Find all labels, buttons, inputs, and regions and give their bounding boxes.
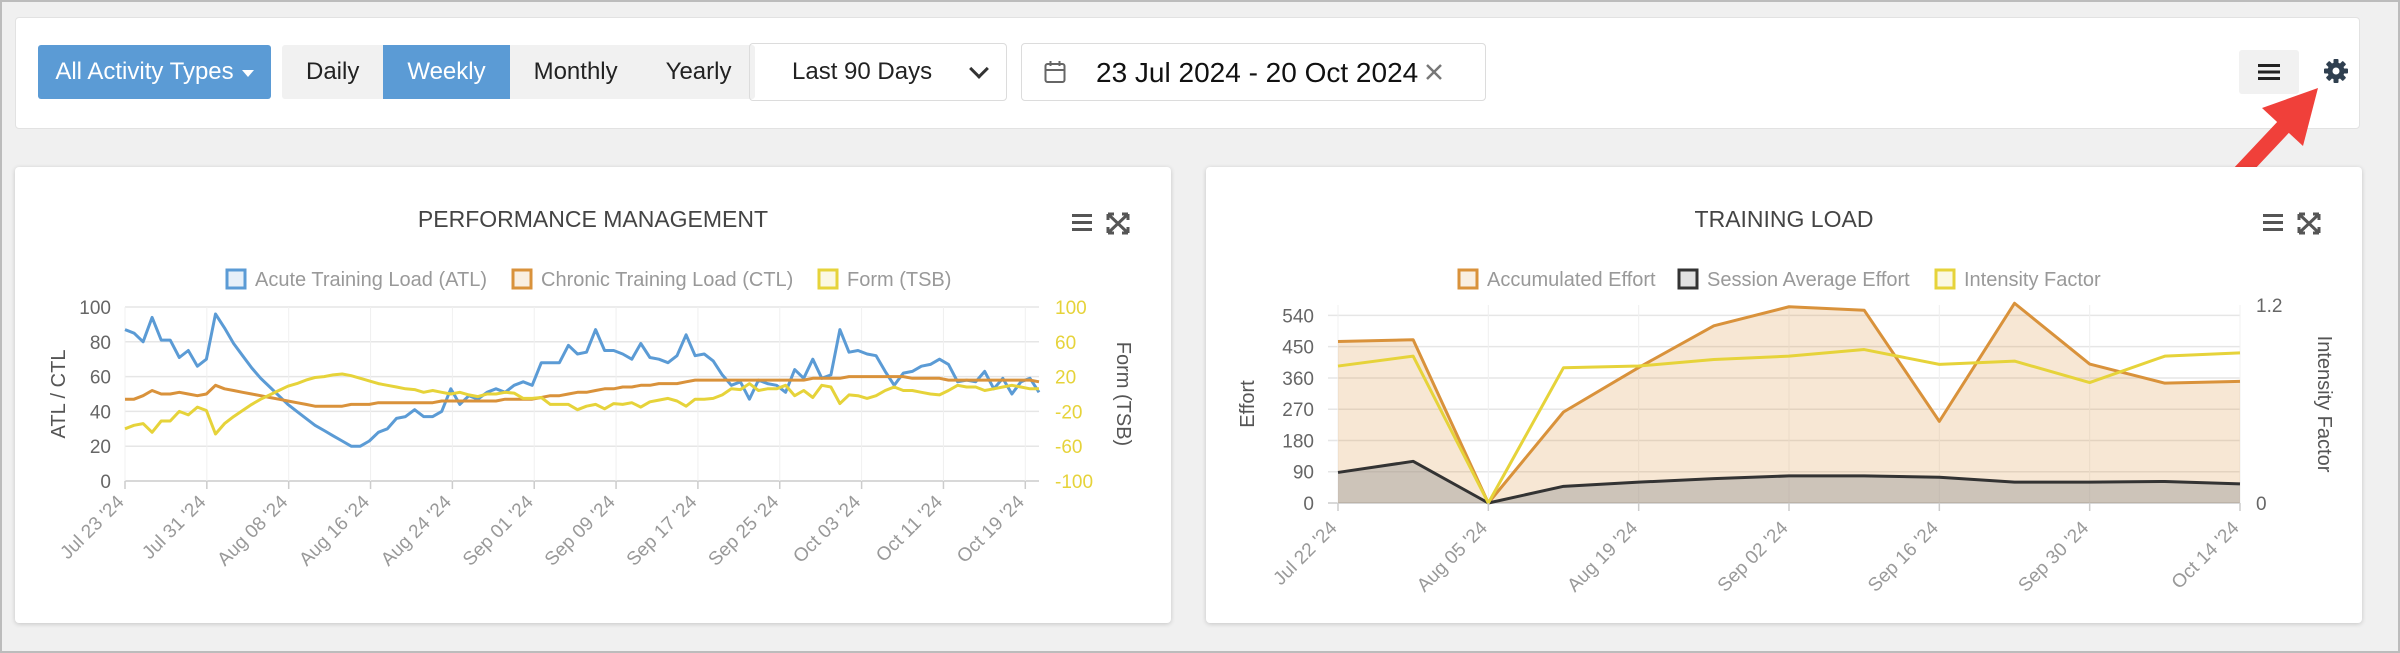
y-tick-label: 540 (1282, 306, 1314, 327)
x-tick-label: Oct 03 '24 (789, 491, 865, 567)
calendar-icon (1044, 61, 1066, 83)
x-tick-label: Oct 19 '24 (953, 491, 1029, 567)
y-tick-label: 450 (1282, 338, 1314, 359)
area-accumulated-effort (1338, 303, 2240, 503)
legend-label: Chronic Training Load (CTL) (541, 269, 793, 291)
activity-type-label: All Activity Types (55, 58, 234, 85)
y-right-tick-label: -20 (1055, 402, 1082, 423)
legend-item[interactable]: Acute Training Load (ATL) (225, 268, 487, 291)
y-right-tick-label: 100 (1055, 298, 1087, 319)
chart-title: TRAINING LOAD (1695, 206, 1874, 232)
y-tick-label: 80 (90, 333, 111, 354)
date-range-text: 23 Jul 2024 - 20 Oct 2024 (1096, 57, 1419, 88)
legend-item[interactable]: Accumulated Effort (1457, 268, 1656, 291)
chart-title: PERFORMANCE MANAGEMENT (418, 206, 768, 232)
x-tick-label: Sep 17 '24 (623, 491, 702, 570)
x-tick-label: Aug 05 '24 (1413, 517, 1492, 596)
x-tick-label: Oct 14 '24 (2168, 517, 2244, 593)
performance-management-chart: PERFORMANCE MANAGEMENT Acute Training Lo… (48, 206, 1134, 570)
chart-menu-icon[interactable] (1072, 214, 1092, 231)
chart-menu-icon[interactable] (2263, 214, 2283, 231)
x-tick-label: Aug 16 '24 (295, 491, 374, 570)
period-selector: Daily Weekly Monthly Yearly (282, 45, 756, 99)
activity-type-dropdown[interactable]: All Activity Types (38, 45, 271, 99)
legend-swatch (1934, 268, 1956, 290)
y-right-tick-label: -100 (1055, 472, 1093, 493)
legend-item[interactable]: Chronic Training Load (CTL) (511, 268, 793, 291)
y-right-tick-label: 1.2 (2256, 296, 2282, 317)
x-tick-label: Jul 31 '24 (138, 491, 210, 563)
x-tick-label: Sep 02 '24 (1714, 517, 1793, 596)
caret-down-icon (241, 69, 254, 77)
y-right-tick-label: -60 (1055, 437, 1082, 458)
clear-icon[interactable] (1422, 60, 1446, 84)
x-tick-label: Jul 23 '24 (57, 491, 129, 563)
legend-item[interactable]: Intensity Factor (1934, 268, 2101, 291)
legend-label: Acute Training Load (ATL) (255, 269, 487, 291)
area-session-average-effort (1338, 461, 2240, 503)
y-tick-label: 90 (1293, 463, 1314, 484)
y-tick-label: 270 (1282, 400, 1314, 421)
legend-label: Accumulated Effort (1487, 269, 1656, 291)
legend-swatch (511, 268, 533, 290)
y-axis-title: Effort (1237, 380, 1259, 428)
y-tick-label: 180 (1282, 431, 1314, 452)
x-tick-label: Sep 01 '24 (459, 491, 538, 570)
gear-icon (2324, 59, 2348, 83)
legend-swatch (817, 268, 839, 290)
y-tick-label: 40 (90, 402, 111, 423)
range-select[interactable]: Last 90 Days (749, 43, 1007, 101)
date-range-picker[interactable]: 23 Jul 2024 - 20 Oct 2024 (1021, 43, 1486, 101)
settings-button[interactable] (2316, 51, 2356, 91)
y-tick-label: 0 (100, 472, 111, 493)
y-right-tick-label: 20 (1055, 368, 1076, 389)
y-right-tick-label: 60 (1055, 333, 1076, 354)
y-right-axis-title: Intensity Factor (2313, 336, 2335, 473)
menu-icon (2258, 64, 2280, 80)
x-tick-label: Sep 30 '24 (2015, 517, 2094, 596)
period-daily-button[interactable]: Daily (306, 58, 360, 85)
period-yearly-button[interactable]: Yearly (665, 58, 732, 85)
x-tick-label: Oct 11 '24 (872, 491, 947, 566)
legend-label: Intensity Factor (1964, 269, 2101, 291)
y-right-axis-title: Form (TSB) (1112, 342, 1134, 446)
series-line-tsb (124, 372, 1039, 436)
period-weekly-button[interactable]: Weekly (383, 45, 510, 99)
expand-icon[interactable] (2297, 212, 2321, 235)
x-tick-label: Sep 16 '24 (1864, 517, 1943, 596)
x-tick-label: Aug 24 '24 (377, 491, 456, 570)
y-axis-title: ATL / CTL (48, 350, 70, 439)
expand-icon[interactable] (1106, 212, 1130, 235)
legend-item[interactable]: Session Average Effort (1677, 268, 1910, 291)
training-load-chart: TRAINING LOAD Accumulated Effort Session … (1237, 206, 2335, 596)
x-tick-label: Aug 08 '24 (214, 491, 293, 570)
x-tick-label: Jul 22 '24 (1270, 517, 1342, 589)
y-tick-label: 20 (90, 437, 111, 458)
series-line-ctl (125, 375, 1040, 408)
filter-toolbar: All Activity Types Daily Weekly Monthly … (15, 17, 2360, 129)
toolbar-menu-button[interactable] (2239, 50, 2299, 94)
y-tick-label: 100 (79, 298, 111, 319)
series-line-atl (124, 312, 1041, 448)
y-tick-label: 0 (1303, 494, 1314, 515)
y-right-tick-label: 0 (2256, 494, 2267, 515)
x-tick-label: Aug 19 '24 (1564, 517, 1643, 596)
legend-swatch (1677, 268, 1699, 290)
legend-swatch (225, 268, 247, 290)
legend-label: Session Average Effort (1707, 269, 1910, 291)
legend-item[interactable]: Form (TSB) (817, 268, 951, 291)
period-monthly-button[interactable]: Monthly (533, 58, 618, 85)
y-tick-label: 360 (1282, 369, 1314, 390)
training-load-card: TRAINING LOAD Accumulated Effort Session … (1206, 167, 2362, 623)
y-tick-label: 60 (90, 368, 111, 389)
performance-management-card: PERFORMANCE MANAGEMENT Acute Training Lo… (15, 167, 1171, 623)
x-tick-label: Sep 25 '24 (705, 491, 784, 570)
legend-label: Form (TSB) (847, 269, 951, 291)
range-select-value: Last 90 Days (792, 58, 933, 85)
x-tick-label: Sep 09 '24 (541, 491, 620, 570)
legend-swatch (1457, 268, 1479, 290)
